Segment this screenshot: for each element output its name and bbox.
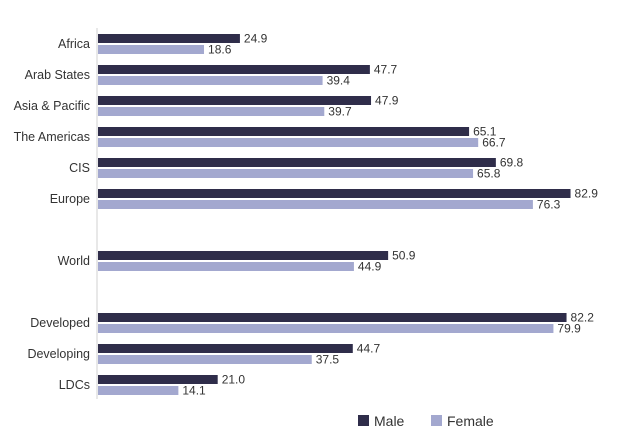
- bar-female-the-americas: [98, 138, 479, 147]
- bar-female-developed: [98, 324, 554, 333]
- bar-male-europe: [98, 189, 571, 198]
- bars-group: [98, 34, 571, 395]
- value-label-male-developing: 44.7: [357, 342, 381, 356]
- bar-male-ldcs: [98, 375, 218, 384]
- value-label-male-arab-states: 47.7: [374, 63, 398, 77]
- category-label-arab-states: Arab States: [25, 68, 90, 82]
- legend-label-male: Male: [374, 413, 405, 429]
- legend-swatch-female: [431, 415, 442, 426]
- bar-male-asia-pacific: [98, 96, 372, 105]
- bar-male-cis: [98, 158, 496, 167]
- bar-female-world: [98, 262, 354, 271]
- value-label-female-africa: 18.6: [208, 43, 232, 57]
- bar-male-africa: [98, 34, 240, 43]
- category-label-developed: Developed: [30, 316, 90, 330]
- value-label-female-world: 44.9: [358, 260, 382, 274]
- value-label-female-ldcs: 14.1: [182, 384, 206, 398]
- bar-male-developing: [98, 344, 353, 353]
- bar-male-arab-states: [98, 65, 370, 74]
- value-label-male-world: 50.9: [392, 249, 416, 263]
- category-label-ldcs: LDCs: [59, 378, 90, 392]
- category-label-world: World: [58, 254, 90, 268]
- value-label-female-developed: 79.9: [557, 322, 581, 336]
- legend-swatch-male: [358, 415, 369, 426]
- value-label-female-arab-states: 39.4: [327, 74, 351, 88]
- value-label-male-developed: 82.2: [571, 311, 595, 325]
- value-label-male-africa: 24.9: [244, 32, 268, 46]
- legend: Male Female: [358, 413, 494, 429]
- category-label-the-americas: The Americas: [14, 130, 90, 144]
- category-label-cis: CIS: [69, 161, 90, 175]
- value-label-female-europe: 76.3: [537, 198, 561, 212]
- bar-male-world: [98, 251, 389, 260]
- value-label-male-ldcs: 21.0: [222, 373, 246, 387]
- bar-female-europe: [98, 200, 533, 209]
- value-label-male-asia-pacific: 47.9: [375, 94, 399, 108]
- bar-female-arab-states: [98, 76, 323, 85]
- bar-male-developed: [98, 313, 567, 322]
- value-label-female-developing: 37.5: [316, 353, 340, 367]
- labels-group: Africa 24.9 18.6 Arab States 47.7 39.4 Asia & …: [14, 32, 599, 398]
- bar-male-the-americas: [98, 127, 470, 136]
- legend-label-female: Female: [447, 413, 494, 429]
- value-label-male-cis: 69.8: [500, 156, 524, 170]
- bar-female-developing: [98, 355, 312, 364]
- value-label-female-cis: 65.8: [477, 167, 501, 181]
- bar-female-asia-pacific: [98, 107, 325, 116]
- category-label-developing: Developing: [27, 347, 90, 361]
- value-label-female-the-americas: 66.7: [482, 136, 506, 150]
- value-label-female-asia-pacific: 39.7: [328, 105, 352, 119]
- bar-female-ldcs: [98, 386, 179, 395]
- bar-female-africa: [98, 45, 205, 54]
- category-label-asia-pacific: Asia & Pacific: [14, 99, 90, 113]
- bar-female-cis: [98, 169, 474, 178]
- category-label-europe: Europe: [50, 192, 90, 206]
- value-label-male-the-americas: 65.1: [473, 125, 497, 139]
- value-label-male-europe: 82.9: [575, 187, 599, 201]
- category-label-africa: Africa: [58, 37, 90, 51]
